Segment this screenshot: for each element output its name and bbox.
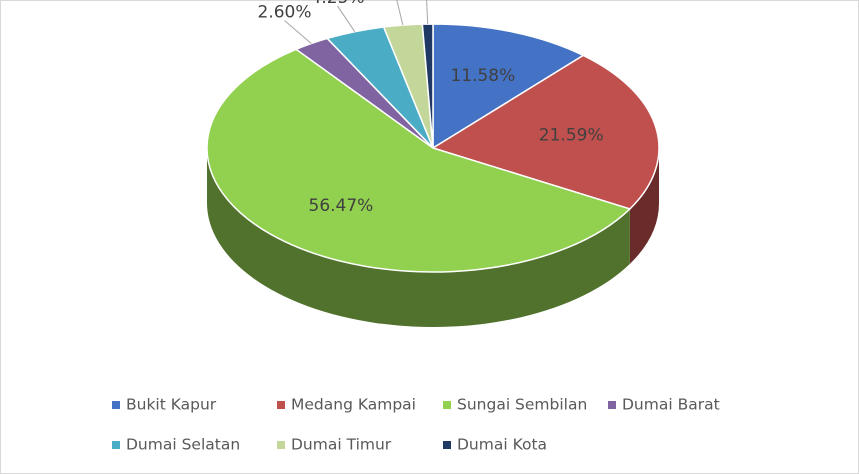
data-label: 4.25% (311, 0, 365, 8)
leader-line (337, 5, 356, 32)
legend-swatch (112, 441, 120, 449)
legend-label: Sungai Sembilan (457, 396, 587, 414)
data-label: 2.60% (258, 3, 312, 23)
pie-slice-side (206, 148, 630, 328)
leader-line (396, 0, 404, 26)
leader-line (426, 0, 429, 25)
legend-swatch (112, 401, 120, 409)
pie-slice (432, 23, 585, 150)
legend-swatch (608, 401, 616, 409)
legend-label: Dumai Timur (291, 436, 392, 454)
legend-label: Dumai Selatan (126, 436, 240, 454)
leader-line (284, 20, 312, 44)
legend-label: Dumai Barat (622, 396, 720, 414)
pie-slice (431, 54, 660, 210)
legend-swatch (277, 401, 285, 409)
pie-slice (206, 48, 632, 273)
pie-slice (421, 23, 434, 149)
legend-swatch (443, 401, 451, 409)
pie-slice-side (629, 148, 660, 264)
data-label: 21.59% (539, 125, 604, 145)
legend-label: Dumai Kota (457, 436, 547, 454)
legend-label: Bukit Kapur (126, 396, 217, 414)
data-label: 56.47% (309, 196, 374, 216)
data-label: 11.58% (450, 66, 515, 86)
legend-swatch (277, 441, 285, 449)
legend-swatch (443, 441, 451, 449)
legend-label: Medang Kampai (291, 396, 416, 414)
